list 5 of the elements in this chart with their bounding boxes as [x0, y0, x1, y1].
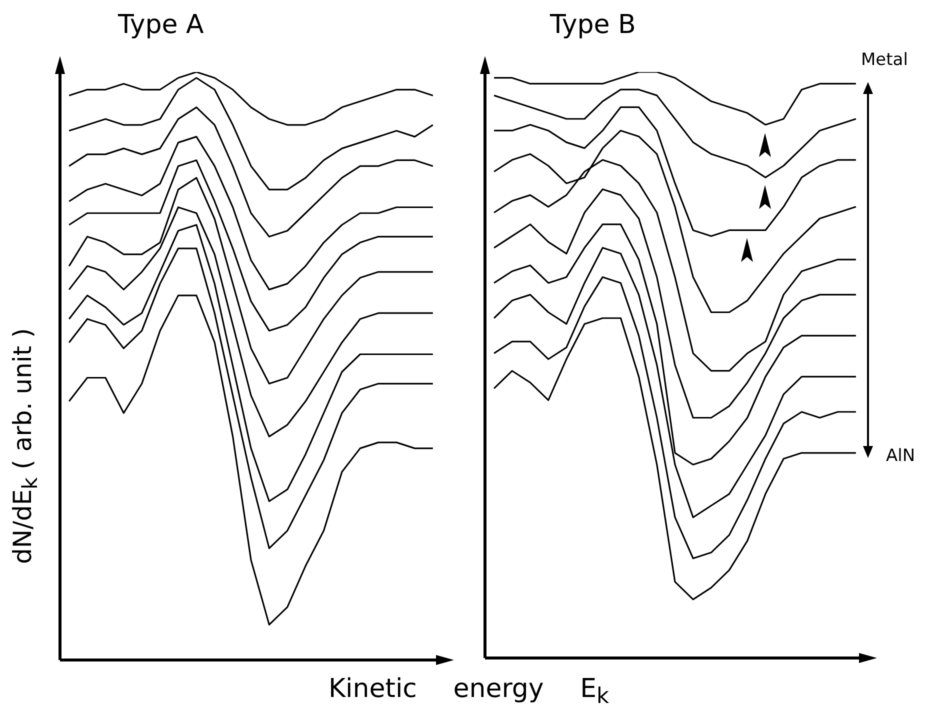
text: Metal — [861, 50, 908, 70]
x-axis-title: Kinetic energy E$_{k}$ — [328, 674, 610, 710]
chart-title: Type B — [550, 10, 636, 40]
text: AlN — [886, 446, 916, 466]
chart-title: Type A — [118, 10, 204, 40]
